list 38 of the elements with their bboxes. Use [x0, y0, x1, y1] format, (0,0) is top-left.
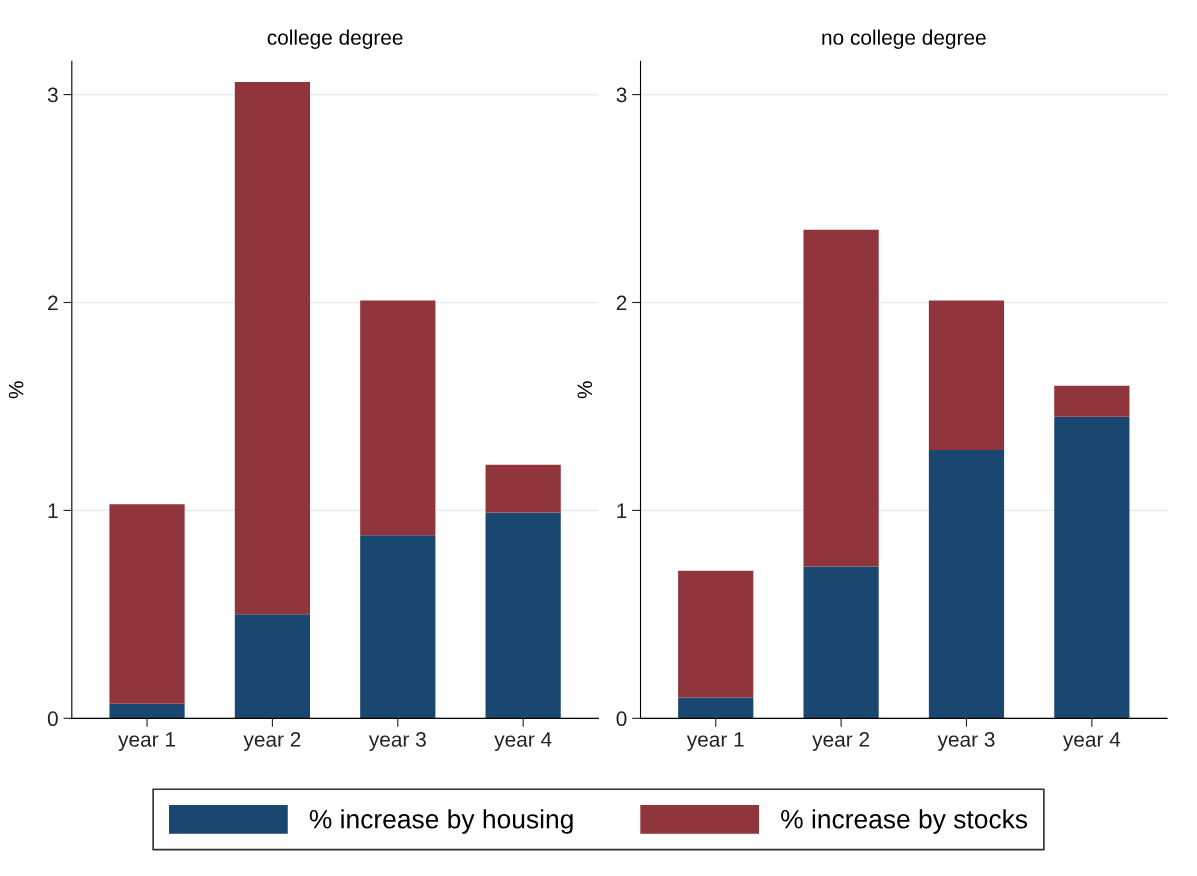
bar: [1054, 416, 1130, 719]
x-tick-label: year 3: [937, 732, 995, 751]
bar: [234, 614, 311, 719]
bar: [1054, 385, 1130, 417]
bar: [928, 450, 1005, 719]
bar: [678, 570, 754, 698]
bar: [928, 300, 1005, 451]
y-tick-label: 0: [47, 711, 58, 727]
chart-title: college degree: [267, 29, 403, 49]
y-axis-title: %: [577, 381, 593, 399]
x-tick-label: year 2: [812, 732, 870, 751]
bar: [360, 535, 436, 719]
bar: [109, 703, 185, 719]
chart-title: no college degree: [822, 29, 986, 49]
bar: [360, 300, 436, 536]
bar: [485, 464, 561, 513]
bar: [678, 697, 754, 719]
y-tick-label: 2: [48, 295, 58, 311]
x-tick-label: year 2: [243, 732, 301, 751]
legend-label: % increase by stocks: [781, 809, 1028, 834]
y-tick-label: 2: [616, 295, 627, 311]
y-tick-label: 0: [616, 711, 627, 727]
bar: [803, 229, 879, 567]
y-tick-label: 1: [617, 503, 627, 518]
bar: [109, 504, 185, 704]
x-tick-label: year 4: [494, 732, 552, 751]
x-tick-label: year 1: [118, 732, 175, 751]
x-tick-label: year 3: [368, 732, 426, 751]
y-tick-label: 3: [616, 87, 627, 103]
y-tick-label: 1: [48, 503, 58, 518]
legend-label: % increase by housing: [309, 809, 573, 834]
x-tick-label: year 1: [686, 732, 744, 751]
bar: [234, 82, 311, 615]
bar: [803, 566, 879, 719]
bar: [485, 512, 561, 719]
y-axis-title: %: [8, 381, 24, 399]
x-tick-label: year 4: [1062, 732, 1121, 751]
y-tick-label: 3: [47, 87, 58, 103]
